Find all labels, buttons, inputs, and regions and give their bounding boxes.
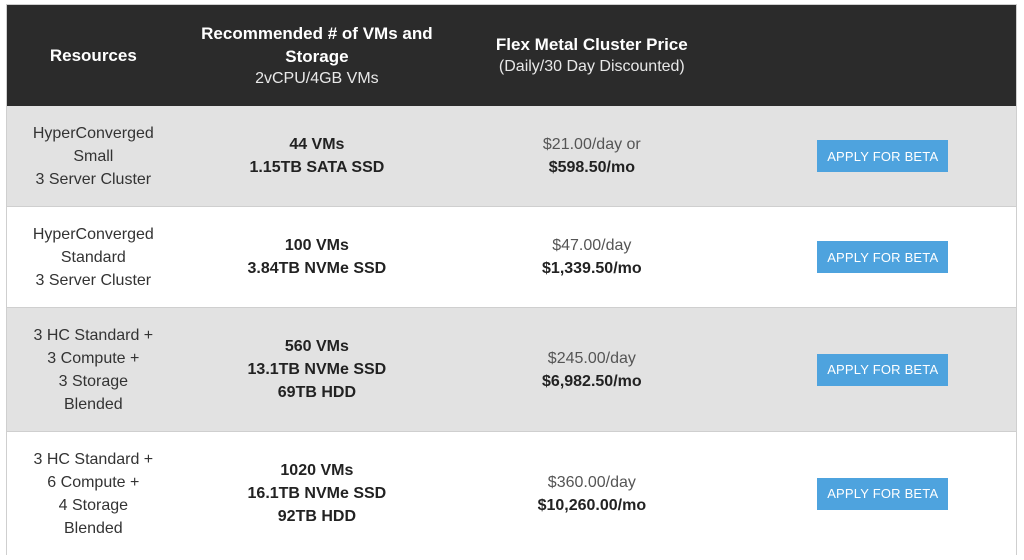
header-resources: Resources bbox=[7, 44, 180, 67]
header-vms-subtitle: 2vCPU/4GB VMs bbox=[255, 69, 379, 87]
resource-line: 3 Server Cluster bbox=[35, 170, 152, 188]
resource-line: 3 Compute + bbox=[47, 349, 140, 367]
header-vms-title-line1: Recommended # of VMs and bbox=[201, 23, 433, 43]
vm-count: 100 VMs bbox=[284, 237, 349, 254]
table-row: 3 HC Standard + 6 Compute + 4 Storage Bl… bbox=[7, 432, 1016, 555]
table-row: 3 HC Standard + 3 Compute + 3 Storage Bl… bbox=[7, 308, 1016, 432]
resources-cell: 3 HC Standard + 6 Compute + 4 Storage Bl… bbox=[7, 448, 180, 540]
price-cell: $21.00/day or $598.50/mo bbox=[454, 133, 729, 179]
price-daily: $21.00/day or bbox=[542, 136, 641, 153]
price-daily: $47.00/day bbox=[552, 237, 632, 254]
vms-cell: 44 VMs 1.15TB SATA SSD bbox=[180, 133, 454, 179]
resource-line: 3 Storage bbox=[58, 372, 129, 390]
action-cell: APPLY FOR BETA bbox=[730, 140, 1016, 172]
header-vms-title-line2: Storage bbox=[285, 46, 349, 66]
resource-line: 4 Storage bbox=[58, 496, 129, 514]
price-monthly: $1,339.50/mo bbox=[542, 260, 642, 277]
header-resources-title: Resources bbox=[49, 46, 137, 65]
vm-count: 44 VMs bbox=[289, 136, 345, 153]
price-monthly: $598.50/mo bbox=[548, 159, 635, 176]
header-price: Flex Metal Cluster Price (Daily/30 Day D… bbox=[454, 33, 729, 78]
header-price-subtitle: (Daily/30 Day Discounted) bbox=[498, 58, 685, 75]
resources-cell: HyperConverged Small 3 Server Cluster bbox=[7, 122, 180, 191]
vm-count: 560 VMs bbox=[284, 338, 349, 355]
storage-line: 16.1TB NVMe SSD bbox=[247, 485, 387, 502]
action-cell: APPLY FOR BETA bbox=[730, 241, 1016, 273]
resource-line: Small bbox=[73, 147, 114, 165]
price-cell: $360.00/day $10,260.00/mo bbox=[454, 471, 729, 517]
storage-line: 69TB HDD bbox=[277, 384, 356, 401]
resource-line: 6 Compute + bbox=[47, 473, 140, 491]
apply-for-beta-button[interactable]: APPLY FOR BETA bbox=[817, 241, 949, 273]
header-vms: Recommended # of VMs and Storage 2vCPU/4… bbox=[180, 22, 454, 90]
resource-line: Blended bbox=[63, 395, 123, 413]
action-cell: APPLY FOR BETA bbox=[730, 477, 1016, 510]
apply-for-beta-button[interactable]: APPLY FOR BETA bbox=[817, 353, 949, 386]
vms-cell: 100 VMs 3.84TB NVMe SSD bbox=[180, 234, 454, 280]
vms-cell: 560 VMs 13.1TB NVMe SSD 69TB HDD bbox=[180, 335, 454, 404]
vms-cell: 1020 VMs 16.1TB NVMe SSD 92TB HDD bbox=[180, 459, 454, 528]
resource-line: HyperConverged bbox=[32, 225, 154, 243]
header-price-title: Flex Metal Cluster Price bbox=[495, 35, 688, 54]
resource-line: 3 HC Standard + bbox=[33, 326, 154, 344]
resource-line: Blended bbox=[63, 519, 123, 537]
apply-for-beta-button[interactable]: APPLY FOR BETA bbox=[817, 477, 949, 510]
resource-line: 3 HC Standard + bbox=[33, 450, 154, 468]
apply-for-beta-button[interactable]: APPLY FOR BETA bbox=[817, 140, 949, 172]
resources-cell: HyperConverged Standard 3 Server Cluster bbox=[7, 223, 180, 292]
storage-line: 1.15TB SATA SSD bbox=[249, 159, 385, 176]
resource-line: 3 Server Cluster bbox=[35, 271, 152, 289]
action-cell: APPLY FOR BETA bbox=[730, 353, 1016, 386]
table-row: HyperConverged Small 3 Server Cluster 44… bbox=[7, 106, 1016, 207]
resources-cell: 3 HC Standard + 3 Compute + 3 Storage Bl… bbox=[7, 324, 180, 416]
storage-line: 3.84TB NVMe SSD bbox=[247, 260, 387, 277]
price-monthly: $10,260.00/mo bbox=[537, 496, 647, 514]
price-cell: $47.00/day $1,339.50/mo bbox=[454, 234, 729, 280]
table-row: HyperConverged Standard 3 Server Cluster… bbox=[7, 207, 1016, 308]
table-header: Resources Recommended # of VMs and Stora… bbox=[7, 5, 1016, 106]
vm-count: 1020 VMs bbox=[280, 462, 354, 479]
price-cell: $245.00/day $6,982.50/mo bbox=[454, 347, 729, 393]
price-daily: $245.00/day bbox=[547, 349, 636, 367]
price-monthly: $6,982.50/mo bbox=[542, 372, 642, 390]
storage-line: 92TB HDD bbox=[277, 508, 356, 525]
resource-line: HyperConverged bbox=[32, 124, 154, 142]
pricing-table: Resources Recommended # of VMs and Stora… bbox=[6, 4, 1017, 555]
resource-line: Standard bbox=[60, 248, 126, 266]
price-daily: $360.00/day bbox=[547, 473, 636, 491]
storage-line: 13.1TB NVMe SSD bbox=[247, 361, 387, 378]
